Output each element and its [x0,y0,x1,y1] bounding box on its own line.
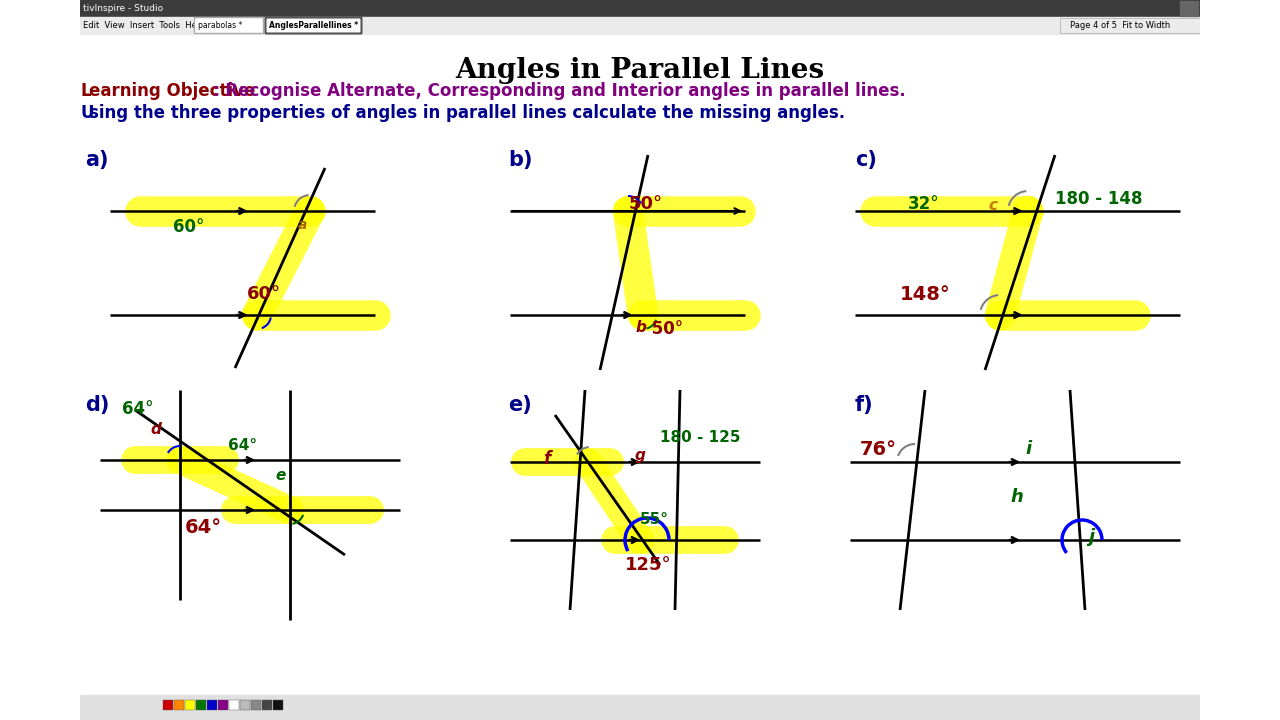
Text: U: U [81,104,93,122]
Text: 64°: 64° [186,518,223,537]
Text: 148°: 148° [900,285,951,304]
Bar [81,695,1199,720]
Text: g: g [635,448,646,463]
Text: 64°: 64° [122,400,154,418]
Text: f: f [543,450,550,468]
Text: c): c) [855,150,877,170]
Text: 50°: 50° [646,320,684,338]
Text: Page 4 of 5  Fit to Width: Page 4 of 5 Fit to Width [1070,21,1170,30]
Bar [81,17,1199,34]
Text: b): b) [508,150,532,170]
Bar [196,700,206,710]
Text: L: L [81,82,91,100]
Bar [1060,18,1199,33]
Bar [273,700,283,710]
Text: e: e [275,468,285,483]
Text: i: i [1025,440,1032,458]
Text: 180 - 148: 180 - 148 [1055,190,1143,208]
Bar [1180,1,1198,16]
Text: 64°: 64° [228,438,257,453]
Bar [229,700,239,710]
Text: f): f) [855,395,874,415]
Text: 50°: 50° [628,195,663,213]
Bar [186,700,195,710]
Text: 76°: 76° [860,440,897,459]
Text: 180 - 125: 180 - 125 [660,430,741,445]
Text: earning Objective: earning Objective [90,82,256,100]
Text: tivInspire - Studio: tivInspire - Studio [83,4,163,12]
FancyBboxPatch shape [195,17,264,34]
Text: : Recognise Alternate, Corresponding and Interior angles in parallel lines.: : Recognise Alternate, Corresponding and… [212,82,906,100]
Text: d: d [150,422,161,437]
Text: Angles in Parallel Lines: Angles in Parallel Lines [456,57,824,84]
Bar [174,700,184,710]
Text: 60°: 60° [173,218,205,236]
Text: AnglesParallellines *: AnglesParallellines * [269,21,358,30]
Text: parabolas *: parabolas * [198,21,242,30]
Bar [163,700,173,710]
Bar [81,0,1199,17]
Text: b: b [636,320,646,335]
Text: h: h [1010,488,1023,506]
Text: a: a [298,218,307,232]
Text: sing the three properties of angles in parallel lines calculate the missing angl: sing the three properties of angles in p… [90,104,845,122]
Bar [241,700,250,710]
Text: j: j [1088,528,1094,546]
Text: 32°: 32° [908,195,940,213]
Bar [207,700,218,710]
Text: d): d) [84,395,109,415]
Bar [262,700,273,710]
Text: c: c [988,198,997,213]
Text: a): a) [84,150,109,170]
Text: 125°: 125° [625,556,672,574]
Text: 60°: 60° [247,285,282,303]
Text: Edit  View  Insert  Tools  Help: Edit View Insert Tools Help [83,21,205,30]
Text: e): e) [508,395,531,415]
FancyBboxPatch shape [265,17,361,34]
Bar [218,700,228,710]
Bar [251,700,261,710]
Text: 55°: 55° [640,512,669,527]
